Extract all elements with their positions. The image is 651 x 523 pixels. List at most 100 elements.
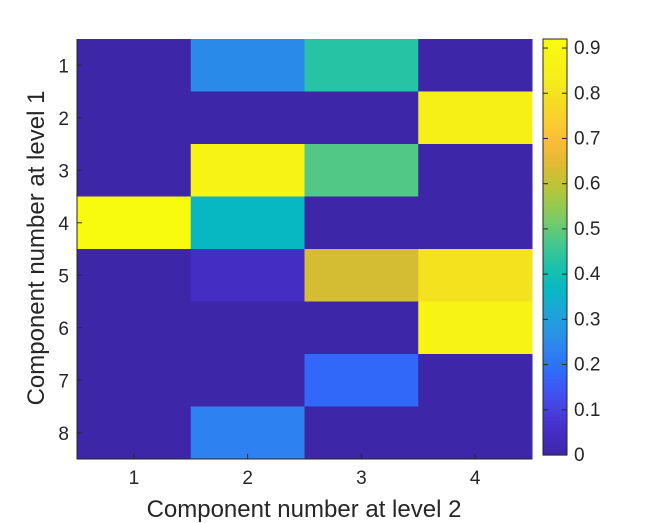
colorbar-gradient-segment <box>543 226 567 231</box>
colorbar-gradient-segment <box>543 39 567 44</box>
heatmap-cell-r7-c2 <box>190 354 305 407</box>
colorbar-gradient-segment <box>543 108 567 113</box>
y-tick-label: 8 <box>58 424 69 445</box>
colorbar-gradient-segment <box>543 451 567 456</box>
heatmap-cell-r4-c3 <box>304 196 419 250</box>
colorbar-gradient-segment <box>543 146 567 151</box>
heatmap-cell-r3-c2 <box>190 144 305 197</box>
colorbar-gradient-segment <box>543 184 567 189</box>
colorbar-gradient-segment <box>543 399 567 404</box>
colorbar-gradient-segment <box>543 219 567 224</box>
colorbar-gradient-segment <box>543 195 567 200</box>
colorbar-gradient-segment <box>543 299 567 304</box>
heatmap-cell-r6-c2 <box>190 301 305 355</box>
colorbar-gradient-segment <box>543 434 567 439</box>
colorbar-gradient-segment <box>543 302 567 307</box>
colorbar-gradient-segment <box>543 316 567 321</box>
colorbar-gradient-segment <box>543 326 567 331</box>
colorbar-gradient-segment <box>543 208 567 213</box>
colorbar-gradient-segment <box>543 201 567 206</box>
y-tick-label: 4 <box>58 214 69 235</box>
colorbar-gradient-segment <box>543 260 567 265</box>
colorbar-gradient-segment <box>543 84 567 89</box>
colorbar-gradient-segment <box>543 253 567 258</box>
colorbar-gradient-segment <box>543 257 567 262</box>
colorbar-gradient-segment <box>543 378 567 383</box>
heatmap-cell-r8-c3 <box>304 406 419 460</box>
colorbar-gradient-segment <box>543 271 567 276</box>
colorbar-gradient-segment <box>543 448 567 453</box>
colorbar-gradient-segment <box>543 80 567 85</box>
colorbar-gradient-segment <box>543 132 567 137</box>
colorbar-gradient-segment <box>543 229 567 234</box>
colorbar-gradient-segment <box>543 156 567 161</box>
colorbar-gradient-segment <box>543 136 567 141</box>
heatmap-cell-r8-c4 <box>418 406 533 460</box>
heatmap-cell-r5-c2 <box>190 249 305 302</box>
colorbar-gradient-segment <box>543 111 567 116</box>
colorbar-gradient-segment <box>543 56 567 61</box>
colorbar-gradient-segment <box>543 42 567 47</box>
colorbar-tick-label: 0.4 <box>574 264 601 285</box>
colorbar-gradient-segment <box>543 198 567 203</box>
colorbar-gradient-segment <box>543 49 567 54</box>
colorbar-gradient-segment <box>543 122 567 127</box>
colorbar-frame <box>542 38 568 456</box>
heatmap-cell-r7-c1 <box>77 354 192 407</box>
colorbar-gradient-segment <box>543 305 567 310</box>
colorbar-gradient-segment <box>543 240 567 245</box>
y-tick-label: 6 <box>58 319 69 340</box>
colorbar-gradient-segment <box>543 191 567 196</box>
colorbar-gradient-segment <box>543 364 567 369</box>
colorbar-gradient-segment <box>543 278 567 283</box>
colorbar-gradient-segment <box>543 73 567 78</box>
heatmap-cell-r5-c3 <box>304 249 419 302</box>
colorbar-gradient-segment <box>543 250 567 255</box>
heatmap-cell-r2-c4 <box>418 91 533 145</box>
y-tick-label: 1 <box>58 56 69 77</box>
colorbar-gradient-segment <box>543 163 567 168</box>
heatmap-cell-r1-c3 <box>304 39 419 92</box>
colorbar-gradient-segment <box>543 77 567 82</box>
colorbar-gradient-segment <box>543 340 567 345</box>
colorbar-gradient-segment <box>543 233 567 238</box>
colorbar-gradient-segment <box>543 205 567 210</box>
axes-frame <box>76 39 532 460</box>
colorbar-gradient-segment <box>543 337 567 342</box>
heatmap-cell-r6-c4 <box>418 301 533 355</box>
colorbar-gradient-segment <box>543 52 567 57</box>
x-tick-label: 3 <box>356 468 367 489</box>
colorbar-gradient-segment <box>543 243 567 248</box>
heatmap-cell-r5-c4 <box>418 249 533 302</box>
x-tick-label: 2 <box>242 468 253 489</box>
y-tick-label: 3 <box>58 161 69 182</box>
x-tick-label: 1 <box>129 468 140 489</box>
colorbar-gradient-segment <box>543 330 567 335</box>
heatmap-cell-r8-c1 <box>77 406 192 460</box>
heatmap-cell-r2-c1 <box>77 91 192 145</box>
heatmap-cell-r4-c1 <box>77 196 192 250</box>
colorbar-tick-label: 0.3 <box>574 309 600 330</box>
colorbar-gradient-segment <box>543 215 567 220</box>
heatmap-cell-r7-c4 <box>418 354 533 407</box>
heatmap-cell-r7-c3 <box>304 354 419 407</box>
colorbar-tick-label: 0.8 <box>574 83 600 104</box>
colorbar-gradient-segment <box>543 295 567 300</box>
colorbar-gradient-segment <box>543 177 567 182</box>
colorbar-gradient-segment <box>543 285 567 290</box>
colorbar-gradient-segment <box>543 430 567 435</box>
colorbar-gradient-segment <box>543 125 567 130</box>
heatmap-axes <box>76 39 532 460</box>
colorbar-gradient-segment <box>543 382 567 387</box>
colorbar-gradient-segment <box>543 403 567 408</box>
colorbar-gradient-segment <box>543 385 567 390</box>
colorbar-gradient-segment <box>543 309 567 314</box>
colorbar-gradient-segment <box>543 181 567 186</box>
heatmap-cell-r2-c3 <box>304 91 419 145</box>
colorbar: 0 0.1 0.2 0.3 0.4 0.5 0.6 0.7 0.8 0.9 <box>542 38 601 466</box>
colorbar-gradient-segment <box>543 416 567 421</box>
colorbar-gradient-segment <box>543 368 567 373</box>
colorbar-tick-label: 0.5 <box>574 219 600 240</box>
x-axis-label: Component number at level 2 <box>147 496 462 523</box>
